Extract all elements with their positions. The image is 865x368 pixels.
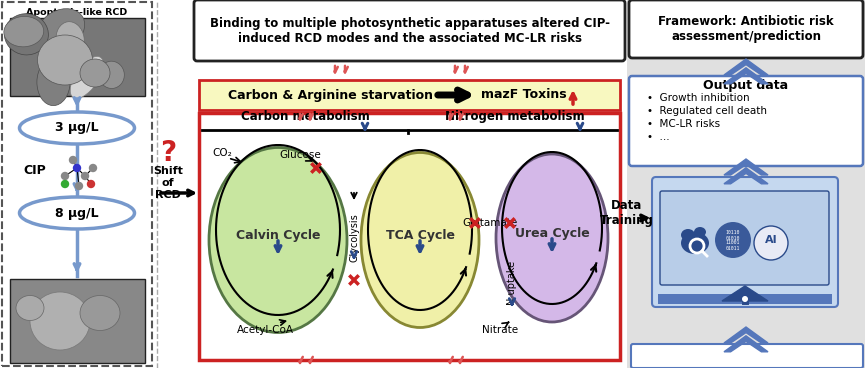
Ellipse shape: [16, 296, 44, 321]
FancyBboxPatch shape: [629, 0, 863, 58]
Polygon shape: [724, 159, 768, 175]
Ellipse shape: [38, 9, 85, 49]
Circle shape: [69, 156, 76, 163]
FancyBboxPatch shape: [194, 0, 625, 61]
Text: 01011: 01011: [726, 245, 740, 251]
Ellipse shape: [37, 35, 93, 85]
Ellipse shape: [80, 59, 110, 87]
Polygon shape: [724, 336, 768, 352]
Text: ?: ?: [160, 139, 176, 167]
Ellipse shape: [30, 292, 90, 350]
Text: CO₂: CO₂: [212, 148, 232, 158]
FancyBboxPatch shape: [2, 2, 152, 366]
Text: mazF Toxins: mazF Toxins: [481, 88, 567, 102]
Circle shape: [754, 226, 788, 260]
Text: •  MC-LR risks: • MC-LR risks: [647, 119, 721, 129]
Text: •  Regulated cell death: • Regulated cell death: [647, 106, 767, 116]
FancyBboxPatch shape: [629, 76, 863, 166]
Text: Glycolysis: Glycolysis: [349, 214, 359, 262]
Ellipse shape: [496, 154, 608, 322]
Ellipse shape: [4, 14, 48, 55]
Text: Output data: Output data: [703, 78, 789, 92]
FancyBboxPatch shape: [658, 294, 832, 304]
Text: Apoptosis-like RCD
&
MC-LR Release: Apoptosis-like RCD & MC-LR Release: [26, 8, 128, 38]
Ellipse shape: [56, 22, 84, 57]
FancyBboxPatch shape: [10, 279, 145, 363]
Text: 11001: 11001: [726, 241, 740, 245]
FancyBboxPatch shape: [652, 177, 838, 307]
Polygon shape: [722, 286, 768, 301]
Circle shape: [61, 173, 68, 180]
Polygon shape: [724, 168, 768, 184]
Ellipse shape: [70, 56, 104, 98]
Ellipse shape: [694, 227, 706, 237]
Ellipse shape: [361, 152, 479, 328]
Circle shape: [715, 222, 751, 258]
Text: Carbon & Arginine starvation: Carbon & Arginine starvation: [227, 88, 432, 102]
Text: Nitrogen metabolism: Nitrogen metabolism: [445, 110, 585, 123]
Text: Binding to multiple photosynthetic apparatuses altered CIP-
induced RCD modes an: Binding to multiple photosynthetic appar…: [209, 17, 610, 45]
Polygon shape: [724, 68, 768, 84]
Text: Framework: Antibiotic risk
assessment/prediction: Framework: Antibiotic risk assessment/pr…: [658, 15, 834, 43]
Text: Calvin Cycle: Calvin Cycle: [236, 229, 320, 241]
Circle shape: [61, 180, 68, 188]
Circle shape: [75, 183, 82, 190]
Ellipse shape: [681, 229, 695, 241]
Ellipse shape: [37, 58, 70, 106]
Text: Glucose: Glucose: [279, 150, 321, 160]
FancyBboxPatch shape: [199, 113, 620, 360]
Text: 01010: 01010: [726, 236, 740, 241]
Text: Nitrate: Nitrate: [482, 325, 518, 335]
Text: Data
Training: Data Training: [600, 199, 654, 227]
Ellipse shape: [54, 49, 82, 91]
Circle shape: [87, 180, 94, 188]
Text: TCA Cycle: TCA Cycle: [386, 229, 454, 241]
Ellipse shape: [209, 148, 347, 333]
Text: 3 μg/L: 3 μg/L: [55, 121, 99, 134]
Polygon shape: [724, 59, 768, 75]
FancyBboxPatch shape: [631, 344, 863, 368]
Circle shape: [74, 164, 80, 171]
Text: •  ...: • ...: [647, 132, 670, 142]
Text: Carbon metabolism: Carbon metabolism: [240, 110, 369, 123]
Text: 8 μg/L: 8 μg/L: [55, 206, 99, 219]
Text: •  Growth inhibition: • Growth inhibition: [647, 93, 750, 103]
Ellipse shape: [681, 232, 709, 254]
Text: 10110: 10110: [726, 230, 740, 236]
Ellipse shape: [3, 17, 44, 47]
Circle shape: [742, 296, 748, 302]
Circle shape: [81, 173, 88, 180]
Text: AI: AI: [765, 235, 778, 245]
FancyBboxPatch shape: [10, 18, 145, 96]
Text: CIP: CIP: [23, 163, 47, 177]
FancyBboxPatch shape: [660, 191, 829, 285]
Ellipse shape: [80, 296, 120, 330]
Text: Acetyl-CoA: Acetyl-CoA: [236, 325, 293, 335]
Text: Shift
of
RCD: Shift of RCD: [153, 166, 183, 199]
Polygon shape: [724, 327, 768, 343]
Text: N uptake: N uptake: [507, 261, 517, 305]
Text: Urea Cycle: Urea Cycle: [515, 226, 589, 240]
FancyBboxPatch shape: [627, 0, 865, 368]
Ellipse shape: [20, 197, 134, 229]
Ellipse shape: [99, 61, 125, 88]
Text: Glutamate: Glutamate: [463, 218, 517, 228]
Circle shape: [89, 164, 97, 171]
FancyBboxPatch shape: [199, 80, 620, 110]
Ellipse shape: [20, 112, 134, 144]
